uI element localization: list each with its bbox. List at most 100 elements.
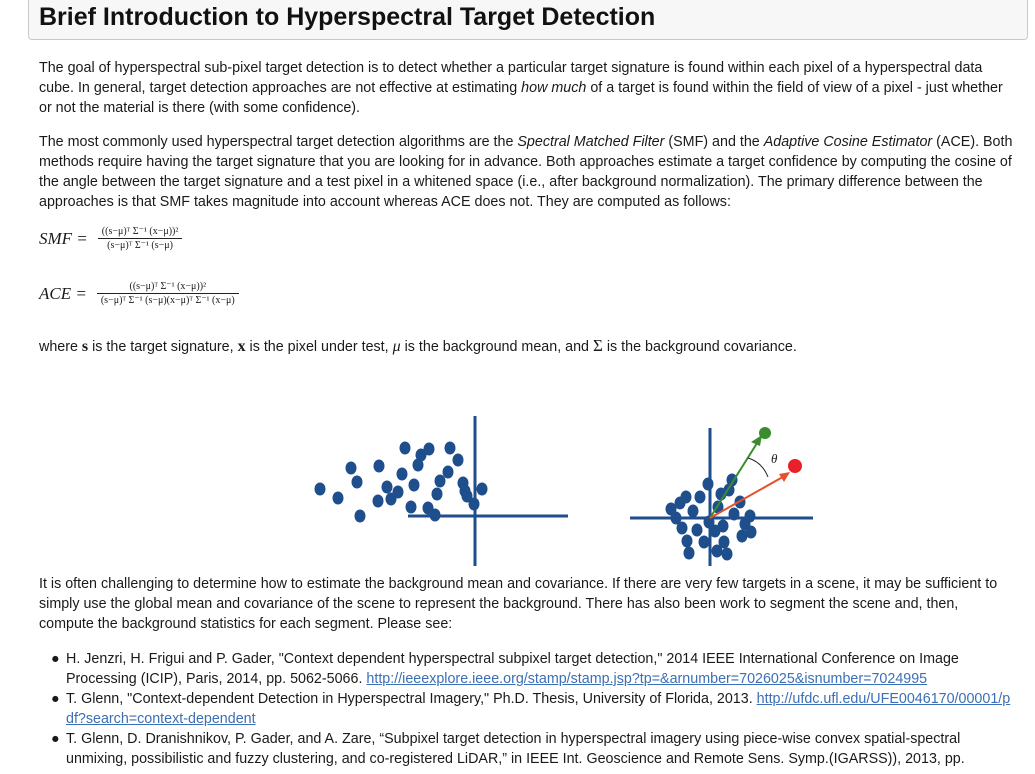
data-point [683,546,695,560]
ace-formula-label: ACE = [39,283,87,303]
references-list: ● H. Jenzri, H. Frigui and P. Gader, "Con… [39,649,1014,769]
bullet-icon: ● [51,691,60,707]
angle-arc [747,457,769,478]
ace-denominator: (s−μ)ᵀ Σ⁻¹ (s−μ)(x−μ)ᵀ Σ⁻¹ (x−μ) [96,293,239,306]
bullet-icon: ● [51,731,60,747]
variables-text-a: where [39,339,82,355]
pixel-arrowhead [779,472,790,482]
smf-formula-label: SMF = [39,228,88,248]
reference-text: T. Glenn, "Context-dependent Detection i… [66,691,757,707]
data-point [431,487,443,501]
target-signature-dot [759,427,771,439]
data-point [717,519,729,533]
data-point [314,482,326,496]
data-point [444,441,456,455]
variables-text-e: is the background covariance. [602,339,797,355]
target-vector [709,439,760,519]
data-point [354,509,366,523]
data-point [351,475,363,489]
data-point [461,489,473,503]
data-point [332,491,344,505]
data-point [408,478,420,492]
bullet-icon: ● [51,651,60,667]
algorithms-text-c: (ACE). Both methods require having the t… [39,134,1013,210]
data-point [728,507,740,521]
data-point [680,490,692,504]
data-point [691,523,703,537]
reference-item: ● T. Glenn, D. Dranishnikov, P. Gader, an… [39,729,1014,769]
variables-text-b: is the target signature, [88,339,238,355]
symbol-x: x [237,338,246,355]
reference-item: ● H. Jenzri, H. Frigui and P. Gader, "Con… [39,649,1014,689]
data-point [718,535,730,549]
data-point [399,441,411,455]
data-point [711,544,723,558]
theta-label: θ [771,451,778,466]
data-point [468,497,480,511]
data-point [681,534,693,548]
data-point [405,500,417,514]
reference-link[interactable]: http://ufdc.ufl.edu/UFE0046170/00001/pdf… [66,691,1011,727]
whitened-space-plot: θ [630,427,813,566]
reference-item: ● T. Glenn, "Context-dependent Detection … [39,689,1014,729]
data-point [721,547,733,561]
reference-text: H. Jenzri, H. Frigui and P. Gader, "Cont… [66,651,959,687]
data-point [736,529,748,543]
background-paragraph: It is often challenging to determine how… [39,576,998,632]
reference-link[interactable]: http://ieeexplore.ieee.org/stamp/stamp.j… [366,671,928,687]
data-point [687,504,699,518]
data-point [670,511,682,525]
intro-text-b: of a target is found within the field of… [39,80,1003,116]
data-point [412,458,424,472]
data-point [694,490,706,504]
data-point [423,442,435,456]
data-point [745,525,757,539]
data-point [744,509,756,523]
ace-fraction: ((s−μ)ᵀ Σ⁻¹ (x−μ))² (s−μ)ᵀ Σ⁻¹ (s−μ)(x−μ… [96,281,239,306]
smf-name: Spectral Matched Filter [517,134,665,150]
data-point [442,465,454,479]
symbol-sigma: Σ [592,336,603,355]
data-point [434,474,446,488]
data-point [452,453,464,467]
data-point [396,467,408,481]
data-point [373,459,385,473]
smf-fraction: ((s−μ)ᵀ Σ⁻¹ (x−μ))² (s−μ)ᵀ Σ⁻¹ (s−μ) [97,226,183,251]
intro-paragraph: The goal of hyperspectral sub-pixel targ… [39,58,1014,118]
test-pixel-dot [788,459,802,473]
variables-paragraph: where s is the target signature, x is th… [39,336,797,357]
symbol-s: s [81,338,89,355]
smf-numerator: ((s−μ)ᵀ Σ⁻¹ (x−μ))² [101,226,179,237]
variables-text-d: is the background mean, and [400,339,593,355]
data-point [476,482,488,496]
data-point [381,480,393,494]
target-arrowhead [751,435,762,446]
smf-formula: SMF = ((s−μ)ᵀ Σ⁻¹ (x−μ))² (s−μ)ᵀ Σ⁻¹ (s−… [39,226,183,251]
data-point [372,494,384,508]
data-point [429,508,441,522]
ace-name: Adaptive Cosine Estimator [763,134,933,150]
ace-formula: ACE = ((s−μ)ᵀ Σ⁻¹ (x−μ))² (s−μ)ᵀ Σ⁻¹ (s−… [39,281,239,306]
data-point [676,521,688,535]
reference-text: T. Glenn, D. Dranishnikov, P. Gader, and… [66,731,965,767]
algorithms-text-a: The most commonly used hyperspectral tar… [39,134,518,150]
algorithms-text-b: (SMF) and the [664,134,764,150]
data-point [345,461,357,475]
algorithms-paragraph: The most commonly used hyperspectral tar… [39,132,1014,212]
symbol-mu: μ [392,338,401,355]
variables-text-c: is the pixel under test, [245,339,393,355]
whitening-diagram: θ [314,416,813,566]
page-title: Brief Introduction to Hyperspectral Targ… [39,3,656,31]
data-point [703,515,715,529]
smf-denominator: (s−μ)ᵀ Σ⁻¹ (s−μ) [97,238,183,251]
intro-emphasis: how much [521,80,587,96]
data-point [415,448,427,462]
pixel-vector [709,473,789,519]
ace-numerator: ((s−μ)ᵀ Σ⁻¹ (x−μ))² [129,281,207,292]
data-point [392,485,404,499]
original-space-plot [314,416,568,566]
data-point [702,477,714,491]
intro-text-a: The goal of hyperspectral sub-pixel targ… [39,60,983,96]
page-header: Brief Introduction to Hyperspectral Targ… [28,0,1028,40]
data-point [698,535,710,549]
